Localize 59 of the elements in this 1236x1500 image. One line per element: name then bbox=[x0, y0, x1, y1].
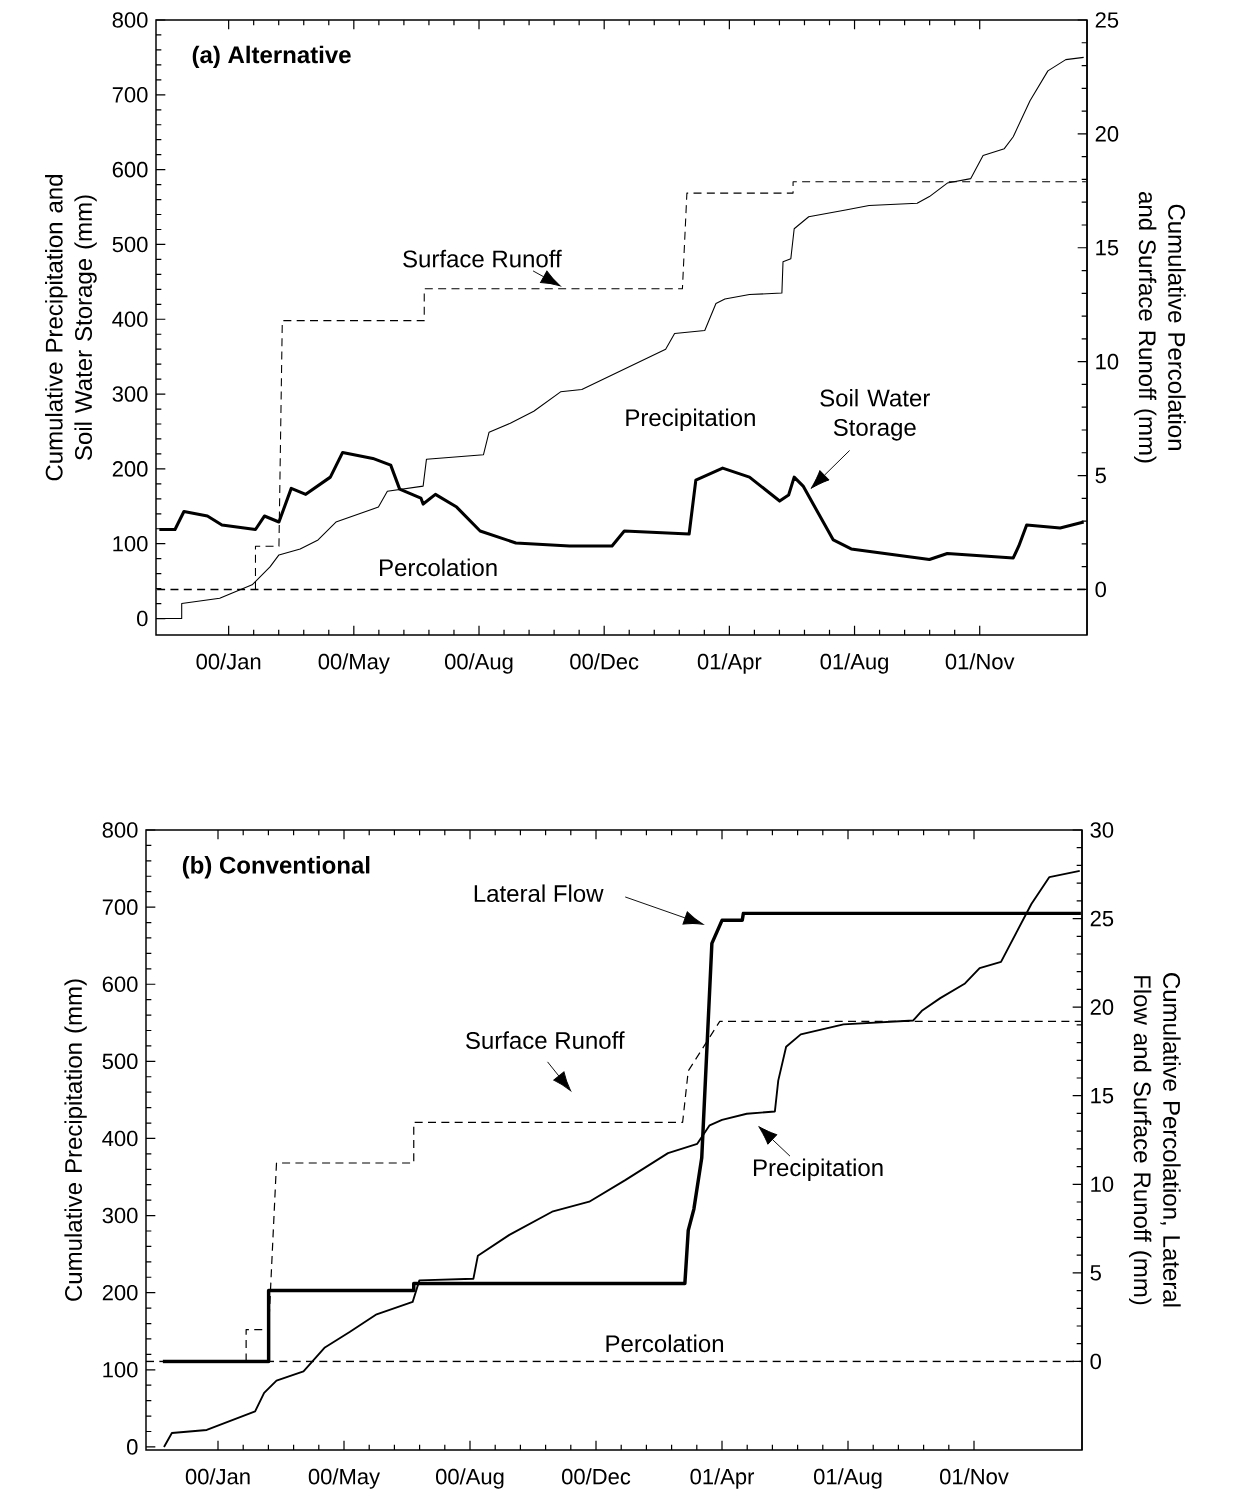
y-tick-label: 0 bbox=[127, 1439, 138, 1455]
series-label: Precipitation bbox=[626, 408, 755, 431]
series-label: Soil Water Storage bbox=[820, 388, 930, 441]
y-tick-label: 100 bbox=[113, 535, 148, 552]
x-tick-label: 00/Jan bbox=[185, 1468, 250, 1485]
y-tick-label: 400 bbox=[112, 311, 148, 328]
x-tick-label: 01/Nov bbox=[940, 1468, 1009, 1485]
y-tick-label: 700 bbox=[112, 87, 148, 103]
text: (a) Alternative bbox=[192, 45, 351, 69]
y2-tick-label: 5 bbox=[1090, 1265, 1101, 1281]
x-tick-label: 00/Aug bbox=[445, 653, 513, 674]
y2-tick-label: 25 bbox=[1095, 12, 1119, 28]
y2-tick-label: 0 bbox=[1090, 1353, 1101, 1370]
y2-tick-label: 0 bbox=[1095, 581, 1106, 598]
y-tick-label: 0 bbox=[137, 610, 148, 627]
series-label: Percolation bbox=[606, 1334, 724, 1353]
series-label: Surface Runoff bbox=[403, 249, 562, 268]
legend-label: Lateral Flow bbox=[474, 884, 604, 903]
x-tick-label: 01/Aug bbox=[814, 1468, 882, 1489]
text: (b) Conventional bbox=[182, 856, 370, 879]
y-tick-label: 700 bbox=[102, 899, 138, 915]
y-tick-label: 300 bbox=[112, 386, 148, 402]
y-tick-label: 300 bbox=[102, 1207, 138, 1224]
y2-tick-label: 10 bbox=[1096, 353, 1119, 370]
series-label: Percolation bbox=[380, 558, 497, 577]
x-tick-label: 00/Dec bbox=[570, 653, 639, 670]
y2-tick-label: 5 bbox=[1095, 467, 1106, 484]
text: Surface Runoff bbox=[465, 1031, 625, 1049]
y2-tick-label: 15 bbox=[1096, 240, 1119, 256]
series-label: Precipitation bbox=[753, 1158, 883, 1181]
x-tick-label: 00/May bbox=[308, 1468, 381, 1489]
y-tick-label: 600 bbox=[112, 161, 148, 178]
x-tick-label: 00/May bbox=[318, 653, 390, 674]
x-tick-label: 00/Dec bbox=[562, 1468, 631, 1485]
x-tick-label: 00/Aug bbox=[436, 1468, 504, 1489]
y2-tick-label: 30 bbox=[1090, 822, 1114, 838]
y2-tick-label: 20 bbox=[1090, 999, 1114, 1015]
x-tick-label: 01/Nov bbox=[945, 653, 1015, 670]
y-axis-title: Cumulative Precipitation and Soil Water Storage (mm) bbox=[45, 175, 97, 481]
y2-axis-title: Cumulative Percolation, Lateral Flow and Surface Runoff (mm) bbox=[1129, 973, 1181, 1307]
y-tick-label: 200 bbox=[112, 461, 148, 477]
x-tick-label: 00/Jan bbox=[196, 653, 261, 670]
y-tick-label: 200 bbox=[102, 1284, 138, 1301]
y-tick-label: 500 bbox=[112, 236, 148, 253]
y2-axis-title: Cumulative Percolation and Surface Runoff (mm) bbox=[1134, 192, 1186, 463]
y-tick-label: 100 bbox=[103, 1362, 138, 1378]
y2-tick-label: 10 bbox=[1091, 1176, 1114, 1193]
x-tick-label: 01/Apr bbox=[697, 653, 762, 674]
y-tick-label: 500 bbox=[102, 1053, 138, 1070]
y-tick-label: 800 bbox=[112, 12, 148, 28]
y-axis-title: Cumulative Precipitation (mm) bbox=[64, 979, 87, 1301]
y-tick-label: 600 bbox=[102, 976, 138, 993]
y2-tick-label: 25 bbox=[1090, 910, 1114, 927]
x-tick-label: 01/Apr bbox=[690, 1468, 755, 1489]
y2-tick-label: 20 bbox=[1095, 126, 1119, 142]
x-tick-label: 01/Aug bbox=[820, 653, 888, 674]
y2-tick-label: 15 bbox=[1091, 1088, 1114, 1104]
y-tick-label: 800 bbox=[102, 822, 138, 838]
y-tick-label: 400 bbox=[102, 1130, 138, 1147]
